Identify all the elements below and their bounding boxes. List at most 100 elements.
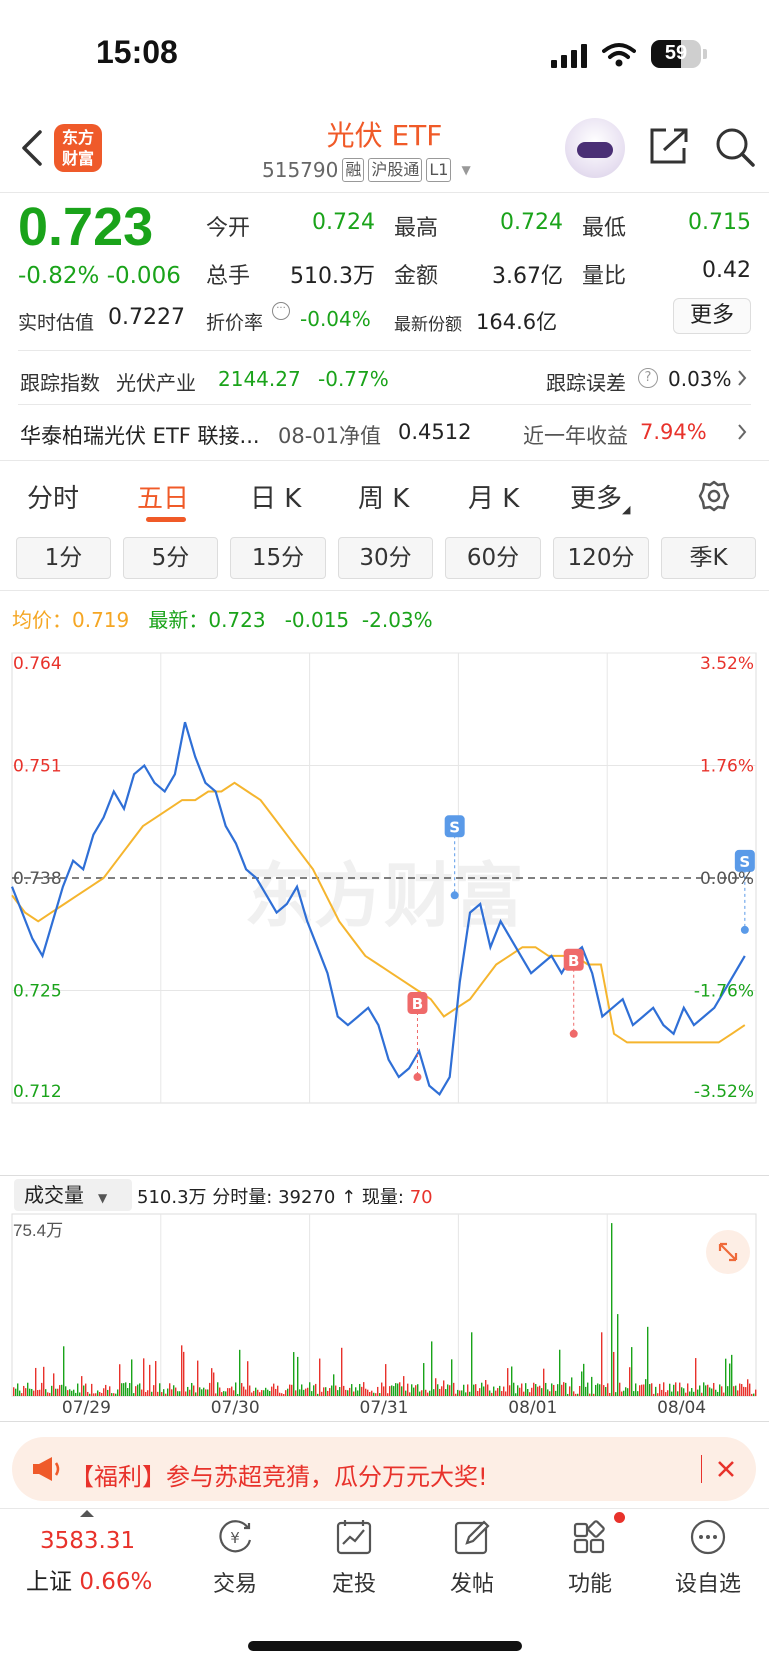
kline-quarter[interactable]: 季K [661,537,756,579]
kline-15min[interactable]: 15分 [230,537,326,579]
volume-chart[interactable]: 75.4万 07/29 07/30 07/31 08/01 08/04 [0,1210,769,1415]
tracking-index-label: 跟踪指数 [20,371,100,395]
tab-five-day[interactable]: 五日 [137,484,190,514]
more-button[interactable]: 更多 [673,298,751,334]
volume-bar [729,1363,731,1396]
volume-ratio-value: 0.42 [702,258,751,283]
x-axis-label: 08/01 [508,1398,557,1415]
tab-monthly-k[interactable]: 月 K [468,484,520,514]
volume-bar [59,1385,61,1396]
search-icon[interactable] [714,126,756,168]
tab-intraday[interactable]: 分时 [27,484,80,514]
volume-bar [381,1382,383,1396]
tab-daily-k[interactable]: 日 K [250,484,302,514]
index-ticker[interactable]: 上证 0.66% [26,1569,153,1595]
volume-bar [213,1372,215,1396]
volume-bar [127,1388,129,1396]
ai-assistant-icon[interactable] [565,118,625,178]
price-chart[interactable]: 东方财富 B S B S 0.764 3.52% 0.751 1.76% 0.738 0.00%… [0,640,769,1175]
edit-post-icon [454,1520,490,1555]
volume-bar [359,1383,361,1396]
volume-indicator-dropdown[interactable]: 成交量 ▼ [14,1179,132,1211]
volume-bar [609,1392,611,1396]
volume-bar [755,1389,757,1396]
index-value[interactable]: 3583.31 [40,1528,136,1554]
volume-bar [463,1384,465,1396]
volume-bar [271,1386,273,1396]
volume-bar [719,1384,721,1396]
x-axis-label: 08/04 [657,1398,706,1415]
stock-code-line[interactable]: 515790 融 沪股通 L1 ▼ [262,158,471,182]
kline-30min[interactable]: 30分 [338,537,433,579]
volume-bar [263,1390,265,1396]
volume-bar [541,1388,543,1396]
volume-bar [517,1385,519,1396]
kline-60min[interactable]: 60分 [445,537,541,579]
volume-bar [551,1383,553,1396]
kline-1min[interactable]: 1分 [16,537,111,579]
share-icon[interactable] [648,126,690,166]
volume-bar [695,1358,697,1396]
volume-info: 510.3万 分时量: 39270 ↑ 现量: 70 [137,1187,433,1208]
volume-bar [109,1386,111,1396]
volume-bar [169,1383,171,1396]
fund-link-name[interactable]: 华泰柏瑞光伏 ETF 联接... [20,424,260,448]
tab-more[interactable]: 更多◢ [570,484,631,516]
nav-add-watchlist[interactable]: 设自选 [658,1516,758,1598]
volume-bar [469,1391,471,1396]
settings-gear-icon[interactable] [697,479,731,513]
help-icon[interactable]: ? [638,368,658,388]
promo-text[interactable]: 【福利】参与苏超竞猜，瓜分万元大奖! [70,1463,488,1491]
back-arrow-icon[interactable] [20,128,44,168]
trade-icon: ¥ [219,1520,252,1553]
nav-post[interactable]: 发帖 [422,1516,522,1598]
kline-120min[interactable]: 120分 [553,537,649,579]
expand-icon[interactable] [706,1230,750,1274]
volume-bar [543,1368,545,1396]
volume-bar [291,1384,293,1396]
volume-bar [69,1389,71,1396]
trade-marker-s [734,849,755,872]
volume-value: 510.3万 [290,264,375,289]
nav-functions[interactable]: 功能 [540,1516,640,1598]
volume-bar [611,1223,613,1396]
volume-bar [535,1384,537,1396]
app-logo: 东方 财富 [54,124,102,172]
volume-bar [185,1391,187,1396]
volume-bar [513,1382,515,1396]
volume-bar [133,1393,135,1396]
price-change: -0.82% -0.006 [18,263,181,289]
trade-marker-label: B [412,995,423,1013]
volume-bar [341,1347,343,1396]
volume-bar [79,1392,81,1396]
chevron-right-icon[interactable] [737,423,747,441]
volume-bar [247,1361,249,1396]
volume-bar [293,1352,295,1396]
volume-bar [429,1390,431,1396]
volume-bar [321,1391,323,1396]
x-axis-label: 07/29 [62,1398,111,1415]
tracking-index-name[interactable]: 光伏产业 [116,371,196,395]
info-icon[interactable]: ··· [272,302,290,320]
kline-5min[interactable]: 5分 [123,537,218,579]
volume-bar [91,1383,93,1396]
volume-bar [577,1393,579,1396]
nav-trade[interactable]: ¥ 交易 [185,1516,285,1598]
volume-bar [587,1382,589,1396]
volume-bar [495,1390,497,1396]
volume-bar [175,1387,177,1396]
amount-label: 金额 [394,264,439,289]
promo-banner[interactable] [12,1437,756,1501]
volume-bar [619,1382,621,1396]
volume-bar [681,1387,683,1396]
nav-invest[interactable]: 定投 [304,1516,404,1598]
close-icon[interactable] [716,1459,736,1479]
volume-bar [501,1391,503,1396]
y-axis-left-label: 0.764 [13,654,62,674]
current-price: 0.723 [18,197,154,257]
volume-bar [585,1386,587,1396]
tab-weekly-k[interactable]: 周 K [358,484,410,514]
volume-bar [399,1382,401,1396]
volume-bar [405,1390,407,1396]
chevron-right-icon[interactable] [737,369,747,387]
